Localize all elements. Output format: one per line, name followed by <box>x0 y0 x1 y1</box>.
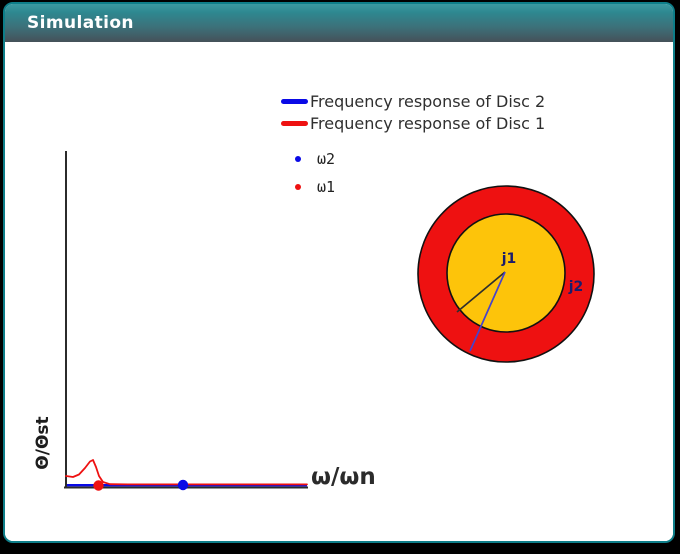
marker-item-omega1: ω1 <box>295 178 335 196</box>
marker-item-omega2: ω2 <box>295 150 335 168</box>
omega1-dot-icon <box>295 184 301 190</box>
legend-line-red <box>281 120 308 126</box>
omega2-dot-icon <box>295 156 301 162</box>
simulation-window: Simulation <box>3 2 675 543</box>
legend-item-disc2: Frequency response of Disc 2 <box>281 91 546 111</box>
omega2-label: ω2 <box>317 150 336 168</box>
window-title: Simulation <box>27 13 134 33</box>
legend-label-disc2: Frequency response of Disc 2 <box>310 91 546 111</box>
legend-item-disc1: Frequency response of Disc 1 <box>281 113 546 133</box>
legend-line-blue <box>281 98 308 104</box>
legend-label-disc1: Frequency response of Disc 1 <box>310 113 546 133</box>
omega1-label: ω1 <box>317 178 336 196</box>
window-titlebar[interactable]: Simulation <box>5 4 673 42</box>
